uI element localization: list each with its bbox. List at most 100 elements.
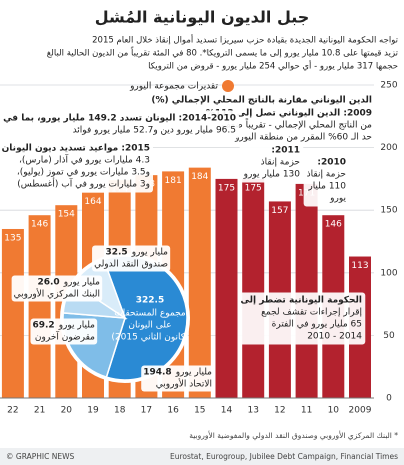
annotation-box: [237, 292, 366, 345]
x-tick-label: 15: [194, 406, 205, 416]
subtitle-line: تزيد قيمتها على 10.8 مليار يورو إلى ما ي…: [47, 46, 399, 59]
bar: [242, 178, 265, 398]
footer-strip: [0, 448, 404, 465]
x-tick-label: 16: [167, 406, 179, 416]
annotation-line: إقرار إجراءات تقشف لجمع: [261, 308, 362, 318]
pie-unit: مليار يورو: [175, 368, 212, 378]
annotation-line: و3 مليارات يورو في آب (أغسطس): [17, 178, 150, 190]
bar: [28, 215, 51, 398]
pie-value-label: 69.2: [32, 321, 54, 331]
bar-value-label: 164: [84, 197, 101, 207]
pie-unit: مليار يورو: [131, 248, 168, 258]
annotation-box: [239, 142, 304, 183]
y-tick-label: 250: [380, 81, 397, 91]
annotation: 2014-2010: اليونان تسدد 149.2 مليار يورو…: [0, 110, 239, 139]
annotation-line: حزمة إنقاذ: [307, 170, 346, 180]
annotation-line: يورو: [329, 194, 346, 204]
annotation-line: 130 مليار يورو: [243, 170, 301, 180]
annotation-line: 2009: الدين اليوناني تصل إلى 113%: [206, 109, 372, 119]
annotation-line: 110 مليار: [307, 182, 346, 192]
pie-label: مليار يورو 32.5 صندوق النقد الدولي: [92, 245, 171, 272]
bar: [188, 167, 211, 398]
annotation-box: [0, 110, 239, 139]
y-tick-label: 150: [380, 206, 397, 216]
pie-total-value: 322.5: [136, 296, 164, 306]
credit: © GRAPHIC NEWS: [6, 452, 74, 461]
bar-value-label: 184: [191, 172, 208, 182]
annotation: 2010: حزمة إنقاذ 110 مليار يورو: [303, 154, 350, 207]
annotation-line: 2010:: [317, 158, 346, 168]
legend-label: تقديرات مجموعة اليورو: [129, 82, 218, 92]
x-tick-label: 17: [141, 406, 152, 416]
annotation-box: [303, 154, 350, 207]
annotation: 2011: حزمة إنقاذ 130 مليار يورو: [239, 142, 304, 183]
bar-value-label: 175: [245, 183, 262, 193]
x-tick-label: 13: [247, 406, 258, 416]
legend-swatch: [222, 80, 234, 92]
annotation-line: 4.3 مليارات يورو في آذار (مارس)،: [19, 154, 150, 166]
annotation-box: [202, 105, 376, 146]
pie-caption: على اليونان: [128, 321, 171, 331]
bar-value-label: 135: [4, 233, 21, 243]
annotation-box: [11, 275, 103, 302]
annotation-line: 2014-2010: اليونان تسدد 149.2 مليار يورو…: [0, 114, 236, 124]
pie-category: البنك المركزي الأوروبي: [14, 288, 100, 300]
pie-caption: مجموع المستحقات: [114, 309, 186, 319]
bar-value-label: 146: [31, 220, 48, 230]
y-tick-label: 0: [386, 394, 392, 404]
bar-value-label: 157: [271, 206, 288, 216]
x-tick-label: 10: [328, 406, 340, 416]
pie-value-label: 26.0: [37, 278, 59, 288]
subtitle-line: حجمها 317 مليار يورو - أي حوالي 254 مليا…: [148, 60, 398, 72]
annotation-line: 2015: مواعيد تسديد ديون اليونان: [2, 144, 150, 154]
bar-value-label: 175: [218, 183, 235, 193]
axis-title: الدين اليوناني مقارنة بالناتج المحلي الإ…: [151, 96, 372, 106]
annotation-line: حد الـ 60% المقرر من منطقة اليورو: [234, 133, 372, 143]
annotation-line: 65 مليار يورو في الفترة: [272, 320, 362, 330]
annotation-line: 96.5 مليار يورو دين و52.7 مليار يورو فوا…: [73, 126, 236, 136]
x-tick-label: 18: [114, 406, 126, 416]
annotation-box: [30, 318, 98, 345]
x-tick-label: 12: [274, 406, 285, 416]
title: جبل الديون اليونانية المُشل: [95, 8, 310, 27]
pie-category: مقرضون آخرون: [35, 331, 95, 343]
y-tick-label: 100: [380, 268, 397, 278]
x-tick-label: 14: [221, 406, 233, 416]
x-tick-label: 2009: [349, 406, 372, 416]
pie-caption: (كانون الثاني 2015): [111, 333, 188, 343]
x-tick-label: 20: [61, 406, 73, 416]
y-tick-label: 50: [383, 331, 395, 341]
pie-total: 322.5 مجموع المستحقات على اليونان (كانون ال…: [111, 296, 188, 343]
annotation-line: 2011:: [271, 146, 300, 156]
x-tick-label: 19: [87, 406, 99, 416]
source: Eurostat, Eurogroup, Jubilee Debt Campai…: [170, 452, 398, 461]
x-tick-label: 11: [301, 406, 312, 416]
annotation: 2009: الدين اليوناني تصل إلى 113%من النا…: [202, 105, 376, 146]
annotation-box: [141, 365, 215, 392]
footnote: * البنك المركزي الأوروبي وصندوق النقد ال…: [189, 430, 398, 440]
bar-value-label: 113: [351, 261, 368, 271]
pie-unit: مليار يورو: [58, 321, 95, 331]
bar: [295, 183, 318, 398]
annotation-line: 2014 - 2010: [307, 332, 362, 342]
annotation-line: من الناتج المحلي الإجمالي - تقريباً ضعف: [221, 118, 372, 131]
pie-unit: مليار يورو: [63, 278, 100, 288]
y-tick-label: 200: [380, 143, 397, 153]
annotation-box: [92, 245, 171, 272]
bar-value-label: 146: [325, 220, 342, 230]
annotation-line: الحكومة اليونانية تضطر إلى: [241, 296, 363, 306]
pie-value-label: 32.5: [105, 248, 127, 258]
bar: [1, 228, 24, 398]
annotation-line: و3.5 مليارات يورو في تموز (يوليو)،: [17, 168, 150, 178]
pie-category: الاتحاد الأوروبي: [156, 378, 212, 390]
annotation: الحكومة اليونانية تضطر إلى إقرار إجراءات …: [237, 292, 366, 345]
bar-value-label: 181: [165, 176, 182, 186]
x-tick-label: 22: [7, 406, 18, 416]
pie-value-label: 194.8: [143, 368, 171, 378]
annotation-line: حزمة إنقاذ: [261, 158, 300, 168]
bar-value-label: 154: [58, 210, 75, 220]
